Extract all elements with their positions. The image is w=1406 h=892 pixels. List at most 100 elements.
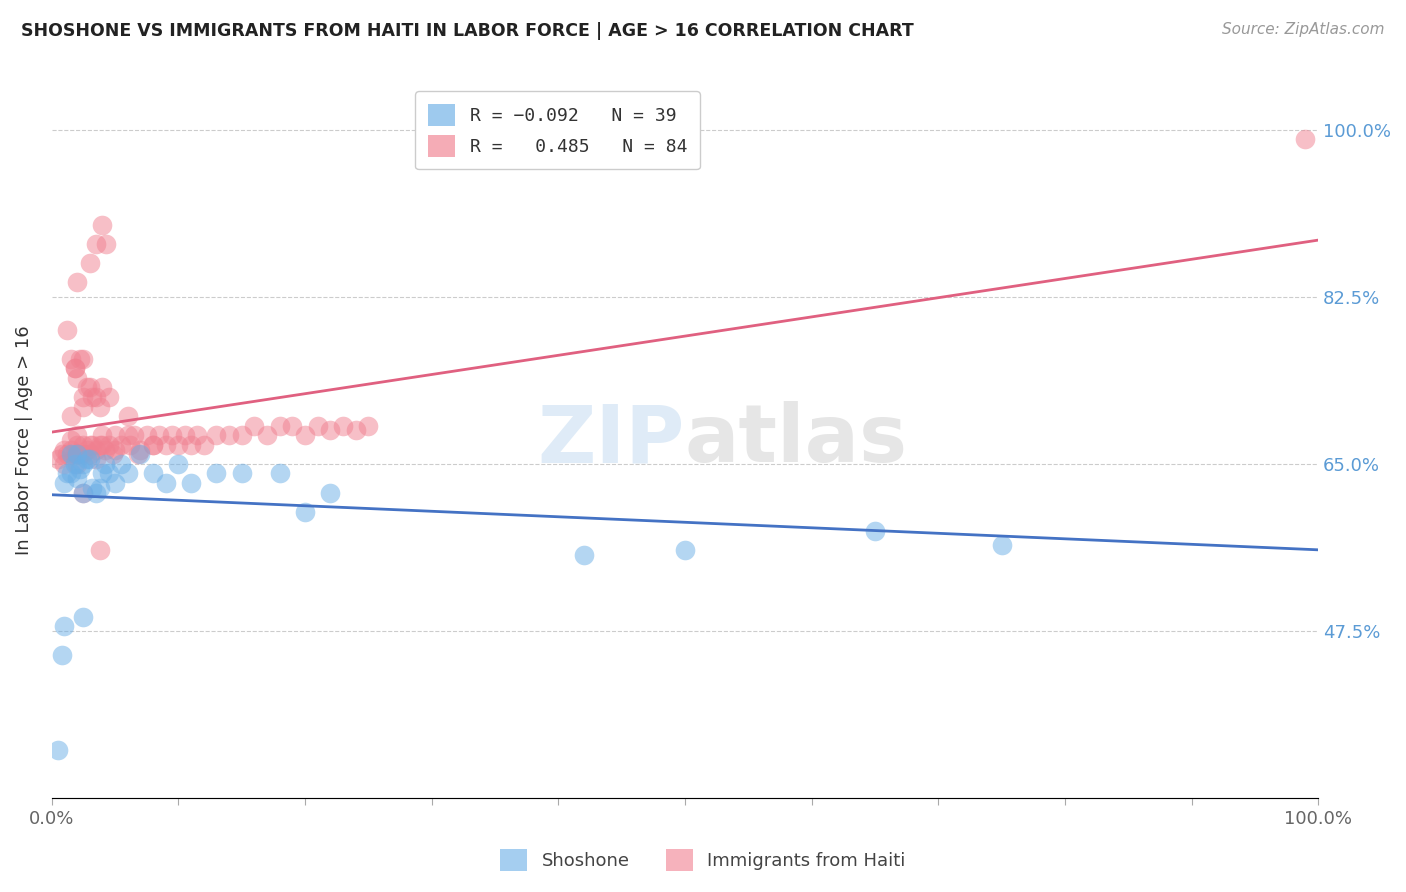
Point	[243, 418, 266, 433]
Point	[89, 400, 111, 414]
Point	[104, 428, 127, 442]
Point	[256, 428, 278, 442]
Point	[82, 390, 104, 404]
Point	[97, 467, 120, 481]
Point	[205, 428, 228, 442]
Point	[72, 485, 94, 500]
Point	[990, 538, 1012, 552]
Point	[155, 475, 177, 490]
Point	[97, 390, 120, 404]
Point	[129, 447, 152, 461]
Point	[231, 428, 253, 442]
Point	[294, 505, 316, 519]
Point	[167, 438, 190, 452]
Point	[56, 467, 79, 481]
Point	[84, 390, 107, 404]
Point	[72, 438, 94, 452]
Point	[269, 418, 291, 433]
Point	[180, 438, 202, 452]
Point	[97, 438, 120, 452]
Point	[66, 428, 89, 442]
Point	[53, 619, 76, 633]
Point	[142, 467, 165, 481]
Point	[180, 475, 202, 490]
Point	[66, 457, 89, 471]
Point	[173, 428, 195, 442]
Point	[63, 447, 86, 461]
Point	[281, 418, 304, 433]
Point	[572, 548, 595, 562]
Point	[129, 442, 152, 457]
Point	[120, 438, 142, 452]
Point	[89, 542, 111, 557]
Point	[91, 218, 114, 232]
Point	[104, 442, 127, 457]
Point	[72, 351, 94, 366]
Point	[122, 428, 145, 442]
Point	[84, 485, 107, 500]
Point	[46, 743, 69, 757]
Point	[142, 438, 165, 452]
Point	[72, 485, 94, 500]
Point	[89, 438, 111, 452]
Point	[94, 457, 117, 471]
Point	[294, 428, 316, 442]
Point	[344, 424, 367, 438]
Point	[84, 442, 107, 457]
Point	[231, 467, 253, 481]
Point	[59, 467, 82, 481]
Point	[332, 418, 354, 433]
Y-axis label: In Labor Force | Age > 16: In Labor Force | Age > 16	[15, 326, 32, 555]
Point	[79, 447, 101, 461]
Point	[117, 467, 139, 481]
Legend: Shoshone, Immigrants from Haiti: Shoshone, Immigrants from Haiti	[494, 842, 912, 879]
Point	[205, 467, 228, 481]
Point	[72, 457, 94, 471]
Point	[66, 447, 89, 461]
Point	[66, 447, 89, 461]
Point	[91, 428, 114, 442]
Point	[79, 452, 101, 467]
Point	[104, 475, 127, 490]
Point	[59, 409, 82, 424]
Point	[319, 424, 342, 438]
Point	[863, 524, 886, 538]
Point	[307, 418, 329, 433]
Point	[193, 438, 215, 452]
Point	[110, 457, 132, 471]
Point	[148, 428, 170, 442]
Point	[218, 428, 240, 442]
Point	[63, 361, 86, 376]
Point	[51, 447, 73, 461]
Text: atlas: atlas	[685, 401, 908, 479]
Point	[69, 351, 91, 366]
Point	[79, 438, 101, 452]
Point	[167, 457, 190, 471]
Point	[269, 467, 291, 481]
Point	[53, 457, 76, 471]
Point	[76, 380, 98, 394]
Point	[59, 433, 82, 447]
Point	[53, 442, 76, 457]
Point	[142, 438, 165, 452]
Point	[56, 447, 79, 461]
Point	[72, 390, 94, 404]
Point	[89, 481, 111, 495]
Text: ZIP: ZIP	[537, 401, 685, 479]
Point	[56, 323, 79, 337]
Point	[79, 380, 101, 394]
Point	[46, 452, 69, 467]
Point	[94, 442, 117, 457]
Point	[59, 442, 82, 457]
Point	[66, 438, 89, 452]
Point	[673, 542, 696, 557]
Point	[135, 428, 157, 442]
Point	[72, 447, 94, 461]
Point	[91, 467, 114, 481]
Point	[76, 452, 98, 467]
Point	[357, 418, 380, 433]
Point	[91, 380, 114, 394]
Legend: R = −0.092   N = 39, R =   0.485   N = 84: R = −0.092 N = 39, R = 0.485 N = 84	[415, 91, 700, 169]
Text: Source: ZipAtlas.com: Source: ZipAtlas.com	[1222, 22, 1385, 37]
Point	[59, 447, 82, 461]
